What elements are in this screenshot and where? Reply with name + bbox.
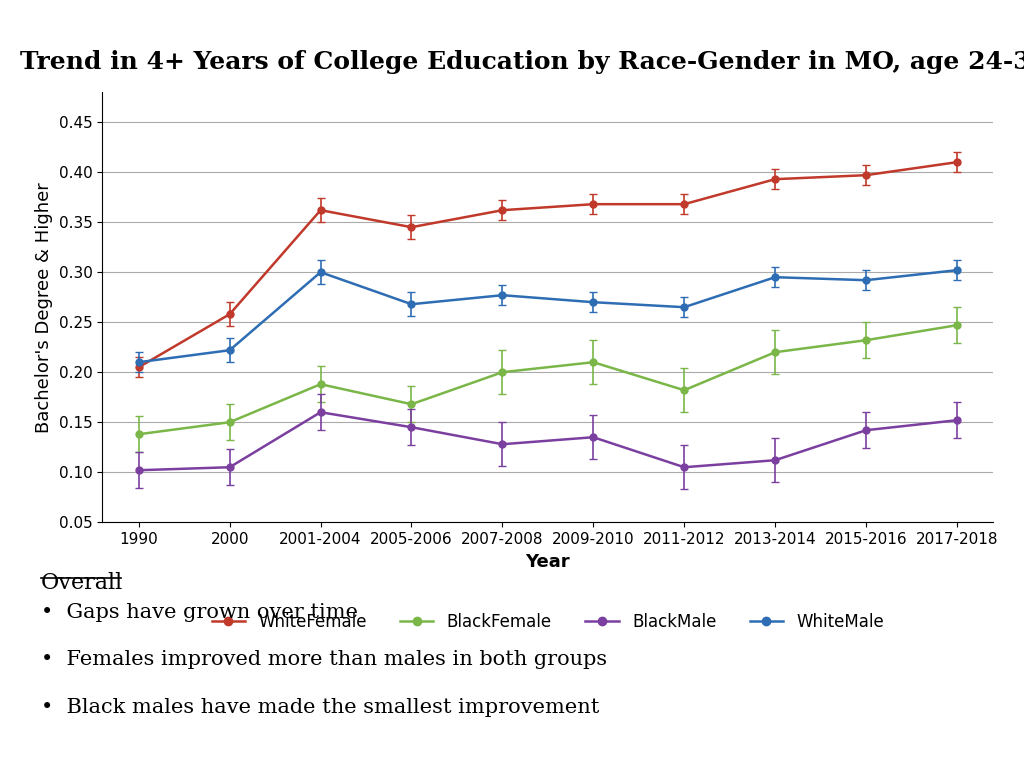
Text: Overall: Overall (41, 572, 123, 594)
Text: •  Gaps have grown over time: • Gaps have grown over time (41, 603, 358, 622)
Text: •  Females improved more than males in both groups: • Females improved more than males in bo… (41, 650, 607, 670)
Y-axis label: Bachelor's Degree & Higher: Bachelor's Degree & Higher (35, 182, 53, 432)
Text: •  Black males have made the smallest improvement: • Black males have made the smallest imp… (41, 698, 599, 717)
Text: Trend in 4+ Years of College Education by Race-Gender in MO, age 24-36: Trend in 4+ Years of College Education b… (20, 50, 1024, 74)
X-axis label: Year: Year (525, 552, 570, 571)
Legend: WhiteFemale, BlackFemale, BlackMale, WhiteMale: WhiteFemale, BlackFemale, BlackMale, Whi… (205, 606, 891, 637)
